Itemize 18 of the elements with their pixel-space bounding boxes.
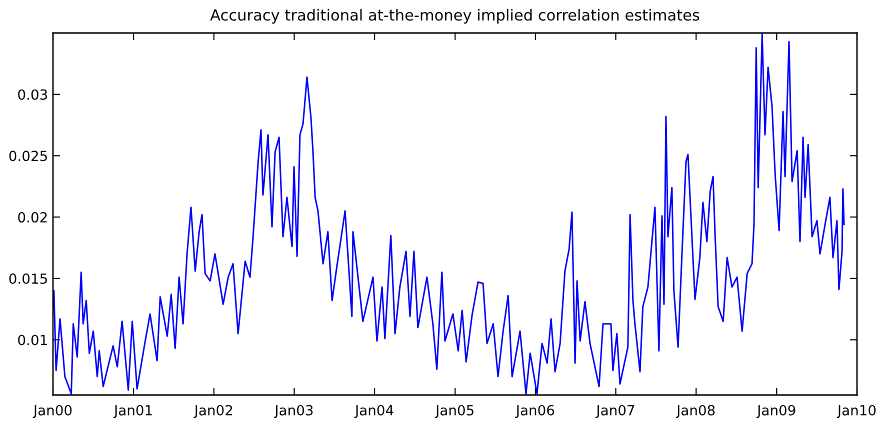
x-tick-label: Jan09 <box>756 404 796 418</box>
x-tick-label: Jan03 <box>274 404 313 418</box>
y-tick-label: 0.02 <box>18 212 47 223</box>
x-tick-label: Jan00 <box>32 404 72 418</box>
y-tick-label: 0.01 <box>18 334 47 346</box>
y-tick-label: 0.025 <box>9 150 47 162</box>
x-tick-label: Jan05 <box>434 404 474 418</box>
x-tick-label: Jan04 <box>354 404 394 418</box>
y-tick-label: 0.015 <box>9 273 47 284</box>
x-tick-label: Jan08 <box>676 404 715 418</box>
x-tick-label: Jan10 <box>836 404 876 418</box>
x-tick-label: Jan07 <box>596 404 634 418</box>
x-tick-label: Jan02 <box>194 404 232 418</box>
y-tick-label: 0.03 <box>18 89 48 100</box>
line-series <box>53 33 845 395</box>
x-tick-label: Jan01 <box>113 404 152 418</box>
x-tick-label: Jan06 <box>515 404 554 418</box>
chart-title: Accuracy traditional at-the-money implied correlation estimates <box>210 8 700 24</box>
